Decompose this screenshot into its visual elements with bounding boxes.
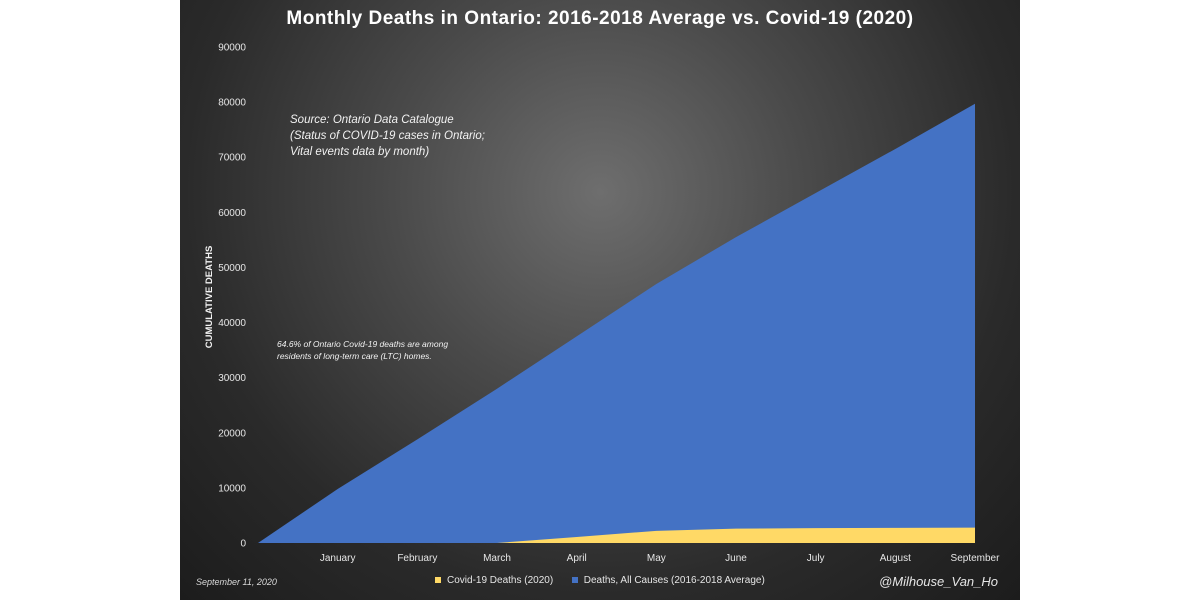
chart-plot: 0 10000 20000 30000 40000 50000 60000 70000 8000… [204, 43, 1001, 565]
x-tick-label: April [567, 553, 587, 564]
legend-item-covid: Covid-19 Deaths (2020) [435, 575, 553, 586]
series-area-all-causes [258, 103, 975, 544]
x-tick-label: September [951, 553, 1001, 564]
source-line: Source: Ontario Data Catalogue [290, 114, 454, 126]
x-tick-label: July [807, 553, 825, 564]
chart-panel: Monthly Deaths in Ontario: 2016-2018 Ave… [180, 0, 1020, 600]
date-note: September 11, 2020 [196, 577, 277, 587]
y-tick-label: 90000 [218, 43, 246, 54]
y-tick-label: 20000 [218, 428, 246, 439]
y-tick-label: 30000 [218, 373, 246, 384]
ltc-note: 64.6% of Ontario Covid-19 deaths are amo… [277, 338, 487, 362]
y-tick-label: 10000 [218, 483, 246, 494]
author-handle: @Milhouse_Van_Ho [879, 574, 998, 589]
source-line: Vital events data by month) [290, 146, 430, 158]
source-line: (Status of COVID-19 cases in Ontario; [290, 130, 485, 142]
legend-swatch-covid [435, 577, 442, 583]
y-tick-label: 80000 [218, 98, 246, 109]
x-tick-label: August [880, 553, 911, 564]
y-tick-label: 40000 [218, 318, 246, 329]
series-area-covid [258, 527, 975, 543]
x-tick-label: February [397, 553, 437, 564]
chart-legend: Covid-19 Deaths (2020) Deaths, All Cause… [180, 575, 1020, 586]
legend-swatch-all-causes [571, 577, 578, 583]
ltc-line: 64.6% of Ontario Covid-19 deaths are amo… [277, 339, 449, 349]
x-tick-label: March [483, 553, 511, 564]
x-tick-label: June [725, 553, 747, 564]
legend-label-covid: Covid-19 Deaths (2020) [447, 575, 554, 586]
y-tick-label: 70000 [218, 153, 246, 164]
ltc-line: residents of long-term care (LTC) homes. [277, 351, 432, 361]
legend-item-all-causes: Deaths, All Causes (2016-2018 Average) [571, 575, 765, 586]
chart-title: Monthly Deaths in Ontario: 2016-2018 Ave… [286, 8, 914, 29]
x-tick-label: January [320, 553, 356, 564]
y-tick-label: 50000 [218, 263, 246, 274]
x-tick-label: May [647, 553, 666, 564]
y-tick-label: 0 [240, 539, 246, 550]
source-note: Source: Ontario Data Catalogue (Status o… [290, 112, 485, 160]
legend-label-all-causes: Deaths, All Causes (2016-2018 Average) [583, 575, 765, 586]
y-tick-label: 60000 [218, 208, 246, 219]
y-axis-title: CUMULATIVE DEATHS [204, 246, 215, 349]
